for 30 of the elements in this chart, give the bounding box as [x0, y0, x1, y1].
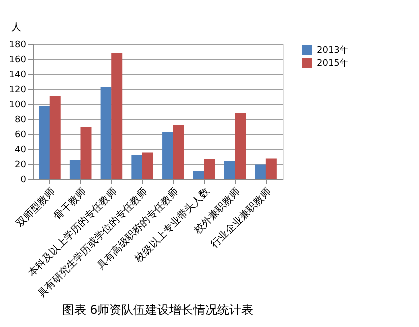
- bar: [39, 106, 50, 179]
- bar: [100, 88, 112, 179]
- bar: [132, 155, 143, 179]
- bar: [70, 160, 81, 179]
- y-tick-label: 160: [9, 56, 27, 66]
- bar: [255, 164, 266, 179]
- y-tick-label: 120: [9, 86, 27, 96]
- bar: [50, 96, 61, 179]
- y-tick-label: 180: [9, 40, 27, 50]
- y-tick-label: 0: [20, 176, 27, 186]
- y-tick-label: 100: [9, 100, 27, 110]
- y-tick-label: 20: [15, 160, 27, 170]
- legend-label: 2015年: [317, 58, 349, 69]
- y-axis-title: 人: [12, 22, 22, 34]
- text: 图表 6师资队伍建设增长情况统计表: [62, 303, 254, 318]
- legend-label: 2013年: [317, 45, 349, 56]
- bar: [112, 53, 123, 179]
- bar: [193, 172, 204, 179]
- bar: [266, 158, 277, 179]
- bar: [162, 132, 174, 179]
- y-tick-label: 60: [15, 130, 27, 140]
- y-tick-label: 140: [9, 70, 27, 80]
- bar: [224, 161, 236, 179]
- y-tick-label: 80: [15, 116, 27, 126]
- bar: [142, 152, 154, 179]
- bar: [80, 127, 92, 179]
- bar: [235, 113, 246, 179]
- bar: [173, 125, 184, 179]
- y-tick-label: 40: [15, 146, 27, 156]
- bar: [204, 160, 216, 179]
